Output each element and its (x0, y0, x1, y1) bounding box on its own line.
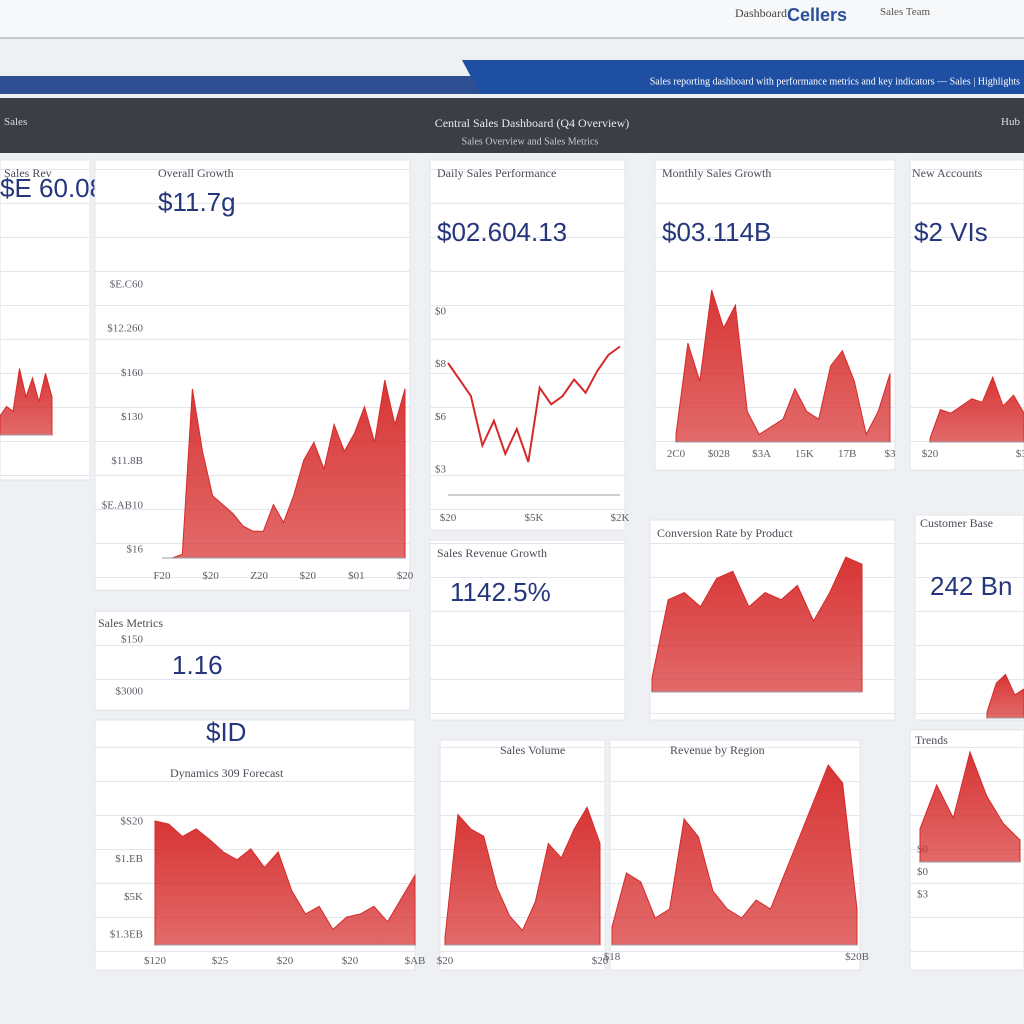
x-tick-label: $AB (405, 955, 426, 967)
y-tick-label: $0 (917, 866, 929, 878)
panel-title: Daily Sales Performance (437, 166, 556, 180)
panel-title: Overall Growth (158, 166, 234, 180)
y-tick-label: $1.3EB (110, 929, 143, 941)
dashboard-title: Central Sales Dashboard (Q4 Overview) (435, 116, 630, 130)
kpi-value: 1.16 (172, 650, 223, 680)
panel-title: Customer Base (920, 516, 993, 530)
kpi-value: $11.7g (158, 187, 236, 217)
x-tick-label: F20 (153, 570, 171, 582)
x-tick-label: $3A (752, 448, 771, 460)
y-tick-label: $11.8B (111, 455, 143, 467)
kpi-value: $ID (206, 717, 246, 747)
banner-text: Sales reporting dashboard with performan… (650, 76, 1020, 87)
panel (94, 609, 411, 711)
brand-small: Dashboard (735, 6, 787, 20)
y-tick-label: $6 (435, 411, 447, 423)
x-tick-label: Z20 (250, 570, 268, 582)
x-tick-label: $20 (342, 955, 359, 967)
x-tick-label: $20 (922, 448, 939, 460)
x-tick-label: $2K (611, 512, 630, 524)
panel-title: Monthly Sales Growth (662, 166, 771, 180)
area-series (611, 764, 858, 946)
area-series (919, 750, 1021, 863)
area-series (675, 289, 891, 443)
panel-title: New Accounts (912, 166, 983, 180)
x-tick-label: $028 (708, 448, 731, 460)
title-bar (0, 98, 1024, 153)
area-series (444, 806, 601, 946)
area-series (929, 375, 1024, 443)
y-tick-label: $8 (435, 358, 447, 370)
dashboard-subtitle: Sales Overview and Sales Metrics (462, 136, 599, 147)
y-tick-label: $0 (435, 306, 447, 318)
x-tick-label: $20 (592, 955, 609, 967)
y-tick-label: $1.EB (115, 853, 143, 865)
y-tick-label: $150 (121, 634, 144, 646)
y-tick-label: $S20 (120, 816, 143, 828)
x-tick-label: 15K (795, 448, 814, 460)
title-right: Hub (1001, 116, 1020, 128)
panel-title: Revenue by Region (670, 743, 765, 757)
x-tick-label: $30 (1016, 448, 1024, 460)
x-tick-label: $20 (440, 512, 457, 524)
x-tick-label: 2C0 (667, 448, 686, 460)
title-left: Sales (4, 116, 27, 128)
area-series (162, 379, 406, 559)
x-tick-label: $01 (348, 570, 365, 582)
panel (429, 539, 626, 721)
area-series (986, 673, 1024, 719)
x-tick-label: $20 (397, 570, 414, 582)
x-tick-label: $120 (144, 955, 167, 967)
x-tick-label: $20 (202, 570, 219, 582)
area-series (651, 556, 863, 693)
panel-title: Conversion Rate by Product (657, 526, 793, 540)
y-tick-label: $16 (127, 544, 144, 556)
brand-sub: Sales Team (880, 6, 930, 18)
banner (462, 60, 1024, 94)
y-tick-label: $160 (121, 367, 144, 379)
y-tick-label: $3 (917, 889, 929, 901)
panel-title: Sales Revenue Growth (437, 546, 547, 560)
x-tick-label: $20 (277, 955, 294, 967)
y-tick-label: $130 (121, 411, 144, 423)
y-tick-label: $5K (124, 891, 143, 903)
y-tick-label: $E.C60 (110, 279, 144, 291)
y-tick-label: $3 (435, 464, 447, 476)
panel-title: Dynamics 309 Forecast (170, 766, 284, 780)
panel-title: Sales Metrics (98, 616, 163, 630)
panel-title: Sales Rev (4, 166, 52, 180)
x-tick-label: $20 (300, 570, 317, 582)
kpi-value: $02.604.13 (437, 217, 567, 247)
y-tick-label: $E.AB10 (102, 499, 144, 511)
panel-title: Trends (915, 733, 948, 747)
x-tick-label: $20 (437, 955, 454, 967)
top-bar (0, 0, 1024, 38)
line-series (447, 345, 621, 463)
panel (429, 159, 626, 531)
x-tick-label: 17B (838, 448, 856, 460)
area-series (154, 820, 416, 946)
kpi-value: 242 Bn (930, 571, 1012, 601)
x-tick-label: $5K (525, 512, 544, 524)
x-tick-label: $25 (212, 955, 229, 967)
panel-title: Sales Volume (500, 743, 565, 757)
kpi-value: $03.114B (662, 217, 771, 247)
y-tick-label: $12.260 (107, 323, 143, 335)
area-series (0, 368, 53, 436)
x-tick-label: $18 (604, 951, 621, 963)
y-tick-label: $3000 (116, 686, 144, 698)
kpi-value: 1142.5% (450, 577, 551, 607)
x-tick-label: $3 (885, 448, 897, 460)
kpi-value: $2 VIs (914, 217, 988, 247)
x-tick-label: $20B (845, 951, 869, 963)
brand: Cellers (787, 5, 847, 25)
